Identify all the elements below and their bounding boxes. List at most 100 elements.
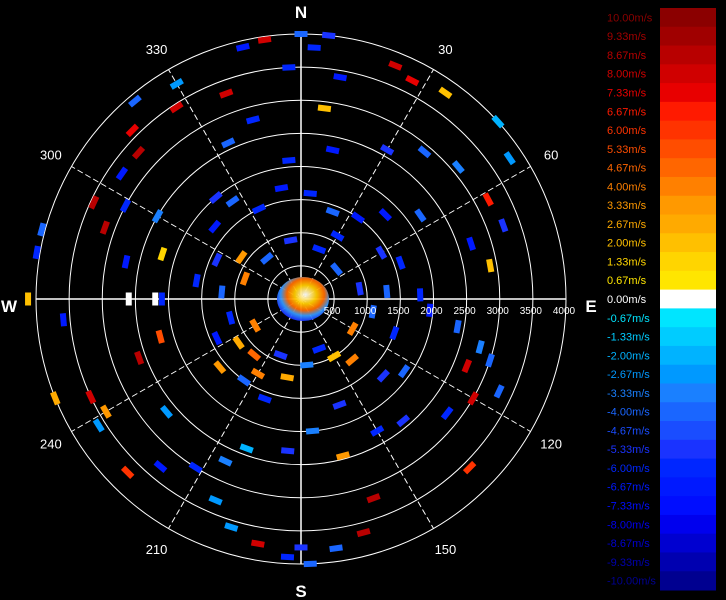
velocity-point-68 — [153, 460, 168, 473]
azimuth-spoke-30 — [300, 69, 434, 300]
velocity-point-105 — [260, 251, 274, 265]
velocity-point-20 — [88, 195, 100, 210]
velocity-point-89 — [397, 364, 411, 379]
legend-swatch-13 — [660, 252, 716, 272]
velocity-point-102 — [192, 273, 201, 288]
velocity-point-109 — [355, 281, 364, 296]
compass-west: W — [1, 297, 18, 316]
velocity-point-115 — [280, 373, 295, 382]
velocity-point-33 — [245, 115, 261, 125]
velocity-point-25 — [25, 292, 32, 306]
angle-tick-label-240: 240 — [40, 436, 62, 451]
legend-swatch-5 — [660, 101, 716, 122]
velocity-point-53 — [440, 406, 454, 421]
velocity-point-30 — [151, 209, 164, 224]
legend-swatch-18 — [660, 345, 716, 366]
legend-swatch-11 — [660, 214, 716, 234]
velocity-point-90 — [389, 325, 400, 341]
velocity-point-46 — [426, 303, 434, 317]
legend-label-4: 7.33m/s — [607, 87, 647, 99]
legend-label-29: -9.33m/s — [607, 557, 650, 569]
velocity-point-83 — [236, 374, 252, 387]
range-tick-label-3000: 3000 — [487, 306, 510, 317]
velocity-point-57 — [366, 493, 381, 504]
legend-swatch-6 — [660, 120, 716, 140]
velocity-point-71 — [92, 418, 105, 433]
velocity-point-1 — [307, 44, 321, 51]
legend-label-26: -7.33m/s — [607, 501, 650, 513]
velocity-point-101 — [211, 252, 223, 267]
velocity-point-59 — [329, 544, 343, 553]
velocity-point-54 — [462, 460, 477, 475]
velocity-point-113 — [249, 318, 261, 333]
angle-tick-label-60: 60 — [544, 148, 558, 163]
velocity-point-98 — [251, 203, 267, 215]
velocity-point-73 — [85, 389, 97, 405]
angle-tick-label-30: 30 — [438, 42, 452, 57]
velocity-point-86 — [239, 443, 254, 454]
velocity-point-31 — [208, 191, 223, 204]
velocity-point-19 — [115, 166, 129, 181]
center-cluster — [277, 277, 329, 321]
velocity-point-75 — [134, 350, 145, 366]
azimuth-spoke-210 — [168, 298, 302, 529]
legend-label-5: 6.67m/s — [607, 106, 647, 118]
range-tick-label-3500: 3500 — [520, 306, 543, 317]
velocity-point-103 — [218, 285, 226, 299]
legend-swatch-17 — [660, 327, 716, 347]
legend-label-8: 4.67m/s — [607, 163, 647, 175]
legend-swatch-1 — [660, 26, 716, 47]
velocity-point-80 — [305, 427, 320, 435]
legend-swatch-14 — [660, 270, 716, 291]
legend-label-3: 8.00m/s — [607, 69, 647, 81]
velocity-point-121 — [327, 350, 342, 363]
legend-label-10: 3.33m/s — [607, 200, 647, 212]
velocity-point-34 — [282, 156, 296, 164]
velocity-point-65 — [208, 494, 223, 506]
velocity-point-110 — [346, 321, 359, 336]
legend-label-30: -10.00m/s — [607, 576, 656, 588]
velocity-point-87 — [335, 451, 351, 461]
velocity-point-88 — [376, 369, 390, 383]
velocity-point-3 — [257, 35, 272, 44]
velocity-point-85 — [211, 331, 223, 346]
velocity-point-70 — [160, 404, 173, 419]
velocity-point-10 — [503, 151, 516, 166]
legend-swatch-3 — [660, 64, 716, 84]
angle-tick-label-300: 300 — [40, 148, 62, 163]
velocity-point-82 — [257, 393, 272, 404]
velocity-point-37 — [417, 145, 432, 159]
velocity-point-76 — [155, 329, 165, 344]
legend-swatch-7 — [660, 139, 716, 159]
near-range-velocity-cluster — [277, 277, 329, 321]
velocity-point-99 — [225, 195, 240, 208]
velocity-point-50 — [461, 358, 473, 374]
velocity-point-11 — [282, 64, 296, 71]
velocity-point-22 — [99, 220, 110, 235]
velocity-point-5 — [333, 73, 348, 82]
axis-labels: N S W E 30 60 120 150 210 240 300 330 500 1000 150… — [1, 3, 597, 600]
velocity-point-15 — [169, 78, 184, 90]
velocity-point-67 — [188, 461, 203, 474]
velocity-point-81 — [332, 399, 347, 410]
velocity-point-58 — [356, 527, 371, 538]
legend-swatch-20 — [660, 383, 716, 403]
velocity-points — [25, 31, 516, 568]
velocity-point-48 — [475, 339, 485, 355]
velocity-point-94 — [350, 211, 366, 224]
legend-swatch-23 — [660, 439, 716, 460]
legend-label-11: 2.67m/s — [607, 219, 647, 231]
velocity-point-100 — [208, 219, 222, 234]
velocity-point-44 — [378, 207, 393, 222]
velocity-point-92 — [395, 255, 406, 270]
angle-tick-label-120: 120 — [540, 436, 562, 451]
velocity-point-38 — [451, 160, 465, 174]
velocity-point-63 — [250, 539, 265, 548]
legend-label-21: -4.00m/s — [607, 407, 650, 419]
velocity-point-74 — [50, 391, 61, 406]
legend-label-20: -3.33m/s — [607, 388, 650, 400]
velocity-point-116 — [247, 348, 262, 362]
velocity-point-72 — [100, 404, 112, 419]
velocity-point-4 — [235, 42, 250, 52]
velocity-point-43 — [414, 208, 427, 223]
